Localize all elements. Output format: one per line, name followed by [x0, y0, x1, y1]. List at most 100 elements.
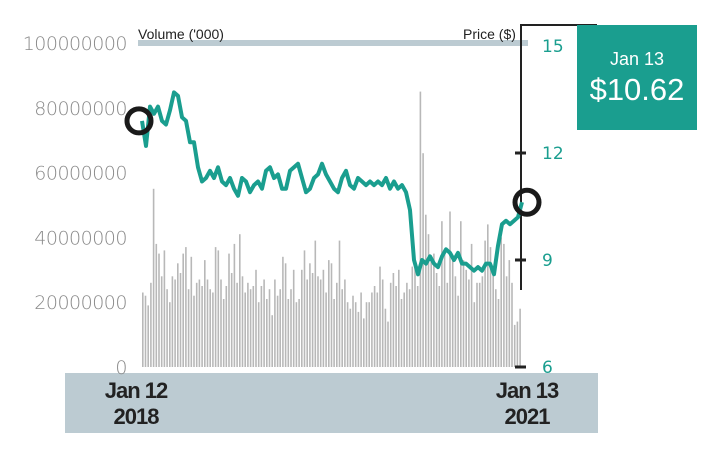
volume-bar: [298, 299, 300, 367]
volume-bar: [349, 308, 352, 367]
volume-bar: [255, 269, 257, 367]
volume-bar: [414, 263, 416, 367]
volume-bar: [395, 286, 397, 367]
volume-bar: [169, 302, 171, 367]
volume-bar: [174, 279, 176, 367]
volume-bar: [155, 243, 158, 367]
volume-bar: [142, 292, 144, 367]
volume-bar: [317, 276, 319, 367]
volume-bar: [497, 299, 500, 367]
volume-bar: [500, 237, 502, 367]
price-line: [140, 90, 524, 277]
volume-bar: [357, 311, 360, 367]
volume-bar: [147, 305, 149, 367]
volume-bar: [484, 240, 486, 367]
volume-bar: [301, 269, 303, 367]
volume-tick-label: 20000000: [34, 292, 127, 314]
volume-bar: [433, 253, 435, 367]
volume-bar: [352, 295, 354, 367]
volume-bar: [419, 91, 422, 367]
volume-bar: [252, 286, 255, 367]
volume-bar: [276, 295, 279, 367]
volume-bar: [371, 292, 373, 367]
volume-bar: [311, 273, 314, 367]
volume-bar: [150, 282, 152, 367]
volume-bar: [287, 299, 290, 367]
volume-bar: [457, 295, 459, 367]
volume-bar: [443, 250, 446, 367]
volume-bar: [473, 302, 476, 367]
x-end-label-date: Jan 13: [496, 378, 559, 403]
volume-bar: [363, 318, 365, 367]
volume-bar: [392, 273, 395, 367]
volume-bar: [425, 214, 427, 367]
volume-axis-label: Volume ('000): [138, 26, 224, 42]
volume-bar: [212, 292, 214, 367]
volume-bar: [263, 279, 265, 367]
volume-bar: [389, 282, 392, 367]
volume-bar: [257, 302, 260, 367]
volume-bar: [195, 282, 198, 367]
volume-bar: [454, 276, 457, 367]
volume-bar: [158, 253, 160, 367]
volume-bar: [292, 269, 295, 367]
volume-bar: [487, 224, 489, 367]
volume-bar: [519, 308, 521, 367]
volume-bar: [508, 260, 511, 367]
volume-bar: [314, 240, 317, 367]
volume-bar: [284, 263, 287, 367]
volume-bar: [481, 276, 484, 367]
volume-bar: [319, 279, 322, 367]
volume-bar: [290, 289, 292, 367]
volume-bar: [182, 253, 184, 367]
volume-bar: [228, 253, 230, 367]
volume-bar: [462, 260, 465, 367]
volume-bar: [239, 234, 241, 367]
volume-bar: [406, 282, 408, 367]
volume-bar: [230, 273, 233, 367]
callout-price: $10.62: [589, 72, 685, 107]
price-callout: Jan 13 $10.62: [577, 25, 697, 130]
volume-bar: [376, 292, 379, 367]
x-end-label-year: 2021: [505, 404, 551, 429]
volume-bar: [360, 292, 362, 367]
volume-bar: [333, 299, 335, 367]
volume-bar: [403, 292, 405, 367]
volume-bar: [303, 250, 306, 367]
volume-bar: [513, 324, 516, 367]
volume-bar: [365, 302, 368, 367]
volume-bar: [309, 263, 311, 367]
volume-bar: [295, 302, 298, 367]
volume-bar: [260, 286, 263, 367]
volume-bar: [163, 250, 166, 367]
volume-bar: [179, 273, 182, 367]
volume-bar: [279, 289, 281, 367]
volume-bar: [400, 299, 403, 367]
volume-bar: [201, 286, 203, 367]
volume-bar: [465, 269, 467, 367]
volume-tick-label: 0: [115, 357, 127, 379]
price-tick-label: 15: [542, 37, 564, 57]
volume-bar: [511, 282, 513, 367]
volume-bar: [222, 299, 225, 367]
end-marker: [512, 187, 542, 217]
volume-bar: [470, 243, 473, 367]
price-tick-label: 9: [542, 251, 553, 271]
volume-bar: [408, 289, 411, 367]
price-tick-label: 12: [542, 144, 564, 164]
volume-bar: [185, 247, 187, 367]
volume-bar: [411, 266, 414, 367]
volume-bar: [266, 299, 268, 367]
volume-bar: [441, 221, 443, 367]
volume-bar: [193, 295, 195, 367]
volume-bar: [346, 302, 349, 367]
volume-bar: [449, 211, 451, 367]
volume-bar: [233, 243, 236, 367]
volume-tick-label: 100000000: [23, 33, 127, 55]
volume-bar: [322, 269, 325, 367]
volume-bar: [451, 260, 454, 367]
volume-bar: [187, 289, 190, 367]
volume-bar: [160, 276, 163, 367]
volume-bar: [489, 247, 492, 367]
